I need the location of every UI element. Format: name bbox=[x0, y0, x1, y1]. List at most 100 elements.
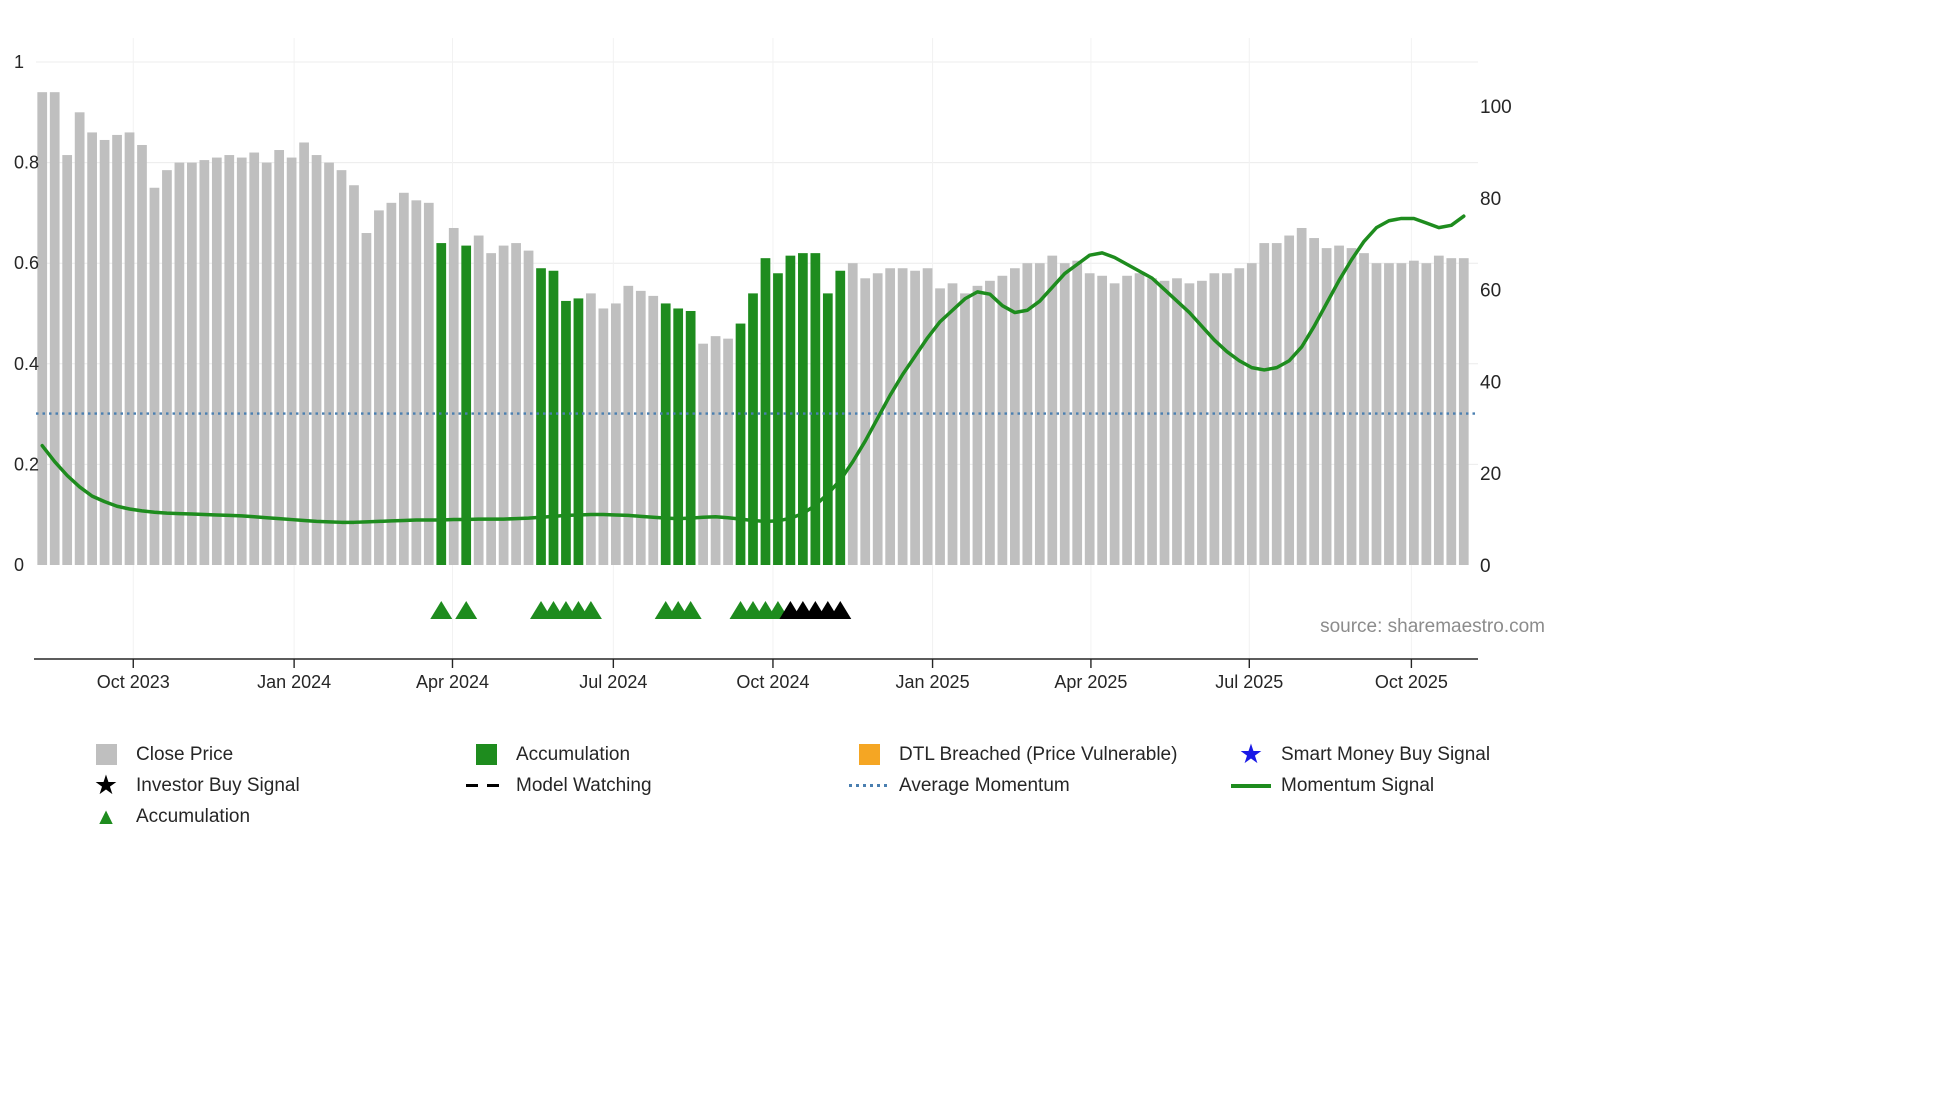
legend-column: ★ Smart Money Buy Signal Momentum Signal bbox=[1230, 739, 1490, 801]
accumulation-triangle-marker bbox=[455, 601, 478, 619]
investor-buy-triangle-marker bbox=[829, 601, 852, 619]
close-price-bar bbox=[985, 280, 995, 565]
legend-label: Momentum Signal bbox=[1281, 774, 1435, 796]
close-price-bar bbox=[62, 155, 73, 565]
close-price-bar bbox=[386, 202, 397, 565]
legend-label: Close Price bbox=[136, 743, 234, 765]
close-price-bar bbox=[1122, 275, 1132, 565]
legend-item: ★ Smart Money Buy Signal bbox=[1230, 739, 1490, 770]
accumulation-triangle-marker bbox=[430, 601, 453, 619]
close-price-bar bbox=[1234, 268, 1245, 565]
legend-square-swatch bbox=[848, 744, 890, 765]
close-price-bar bbox=[124, 132, 135, 566]
close-price-bar bbox=[623, 285, 634, 565]
close-price-bar bbox=[1346, 248, 1357, 566]
legend-item: ★ Investor Buy Signal bbox=[85, 770, 300, 801]
left-axis-tick-label: 1 bbox=[14, 52, 24, 72]
close-price-bar bbox=[997, 275, 1008, 565]
x-axis-tick-label: Oct 2025 bbox=[1375, 672, 1448, 692]
close-price-bar bbox=[847, 263, 858, 565]
close-price-bar bbox=[635, 290, 646, 565]
close-price-bar bbox=[112, 134, 122, 565]
x-axis-tick-label: Apr 2025 bbox=[1054, 672, 1127, 692]
square-glyph bbox=[858, 744, 880, 765]
accumulation-bar bbox=[773, 273, 783, 565]
legend-label: DTL Breached (Price Vulnerable) bbox=[899, 743, 1178, 765]
accumulation-bar bbox=[735, 323, 746, 565]
close-price-bar bbox=[1184, 283, 1195, 565]
close-price-bar bbox=[99, 139, 110, 565]
close-price-bar bbox=[187, 162, 197, 565]
close-price-bar bbox=[1271, 243, 1282, 565]
close-price-bar bbox=[1209, 273, 1220, 565]
accumulation-bar bbox=[785, 255, 796, 565]
x-axis-tick-label: Oct 2024 bbox=[736, 672, 809, 692]
accumulation-bar bbox=[810, 253, 821, 565]
close-price-bar bbox=[1284, 235, 1295, 565]
accumulation-triangle-marker bbox=[679, 601, 702, 619]
right-axis-tick-label: 60 bbox=[1480, 281, 1501, 302]
x-axis-tick-label: Jul 2024 bbox=[579, 672, 647, 692]
star-icon: ★ bbox=[1230, 741, 1272, 768]
close-price-bar bbox=[523, 250, 534, 565]
right-axis-tick-label: 80 bbox=[1480, 189, 1501, 210]
right-axis-tick-label: 40 bbox=[1480, 372, 1501, 393]
dotted-line-glyph bbox=[849, 784, 889, 787]
close-price-bar bbox=[960, 293, 970, 565]
dashed-line-swatch bbox=[465, 784, 507, 787]
close-price-bar bbox=[137, 144, 147, 565]
legend-item: DTL Breached (Price Vulnerable) bbox=[848, 739, 1177, 770]
x-axis-tick-label: Jan 2024 bbox=[257, 672, 331, 692]
close-price-bar bbox=[199, 160, 210, 565]
close-price-bar bbox=[1134, 273, 1145, 565]
close-price-bar bbox=[498, 245, 509, 565]
close-price-bar bbox=[236, 157, 247, 565]
close-price-bar bbox=[311, 155, 322, 565]
accumulation-bar bbox=[561, 300, 571, 565]
close-price-bar bbox=[710, 336, 721, 565]
close-price-bar bbox=[1458, 258, 1469, 565]
close-price-bar bbox=[972, 285, 983, 565]
left-axis-tick-label: 0.8 bbox=[14, 153, 39, 173]
accumulation-bar bbox=[436, 243, 447, 565]
close-price-bar bbox=[897, 268, 908, 565]
square-glyph bbox=[95, 744, 117, 765]
dotted-line-swatch bbox=[848, 784, 890, 787]
solid-line-swatch bbox=[1230, 783, 1272, 788]
close-price-bar bbox=[885, 268, 896, 565]
legend-item: Close Price bbox=[85, 739, 300, 770]
close-price-bar bbox=[324, 162, 334, 565]
legend-column: DTL Breached (Price Vulnerable) Average M… bbox=[848, 739, 1177, 801]
close-price-bar bbox=[374, 210, 384, 565]
close-price-bar bbox=[486, 253, 497, 565]
close-price-bar bbox=[1022, 263, 1033, 565]
close-price-bar bbox=[37, 92, 48, 566]
close-price-bar bbox=[361, 233, 372, 565]
x-axis-tick-label: Apr 2024 bbox=[416, 672, 489, 692]
legend-label: Accumulation bbox=[136, 805, 251, 827]
left-axis-tick-label: 0.4 bbox=[14, 354, 39, 374]
legend-label: Model Watching bbox=[516, 774, 652, 796]
legend-column: Close Price ★ Investor Buy Signal ▲ Accumula… bbox=[85, 739, 300, 832]
close-price-bar bbox=[286, 157, 297, 565]
close-price-bar bbox=[1172, 278, 1182, 565]
close-price-bar bbox=[274, 150, 285, 565]
square-glyph bbox=[475, 744, 497, 765]
accumulation-bar bbox=[835, 270, 846, 565]
close-price-bar bbox=[249, 152, 260, 566]
close-price-bar bbox=[947, 283, 958, 565]
left-axis-tick-label: 0.6 bbox=[14, 253, 39, 273]
legend-column: Accumulation Model Watching bbox=[465, 739, 652, 801]
close-price-bar bbox=[49, 92, 60, 566]
close-price-bar bbox=[1409, 260, 1419, 565]
close-price-bar bbox=[1446, 258, 1457, 565]
close-price-bar bbox=[1221, 273, 1232, 565]
close-price-bar bbox=[1321, 248, 1332, 566]
close-price-bar bbox=[1034, 263, 1045, 565]
legend-item: Model Watching bbox=[465, 770, 652, 801]
close-price-bar bbox=[1147, 278, 1157, 565]
close-price-bar bbox=[698, 343, 708, 565]
close-price-bar bbox=[74, 112, 85, 566]
legend-item: Momentum Signal bbox=[1230, 770, 1490, 801]
